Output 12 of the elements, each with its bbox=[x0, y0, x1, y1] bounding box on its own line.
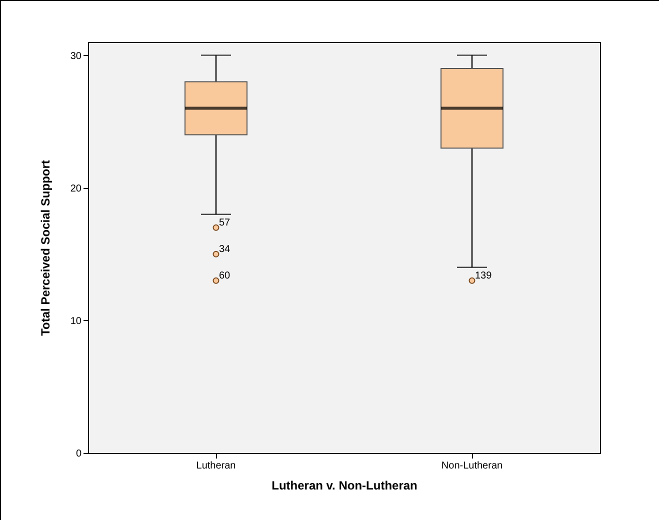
x-tick-label: Lutheran bbox=[196, 460, 236, 472]
y-tick-label: 10 bbox=[70, 316, 82, 327]
annotation: 34 bbox=[219, 244, 231, 256]
x-tick-label: Non-Lutheran bbox=[441, 460, 503, 472]
annotation: 60 bbox=[219, 270, 231, 282]
y-tick-label: 0 bbox=[76, 448, 82, 460]
y-tick-label: 20 bbox=[70, 183, 82, 194]
annotation: 139 bbox=[475, 270, 492, 282]
x-axis-title: Lutheran v. Non-Lutheran bbox=[272, 478, 418, 492]
y-tick-label: 30 bbox=[70, 50, 82, 62]
annotation: 57 bbox=[219, 218, 231, 229]
y-axis-title: Total Perceived Social Support bbox=[38, 160, 52, 336]
